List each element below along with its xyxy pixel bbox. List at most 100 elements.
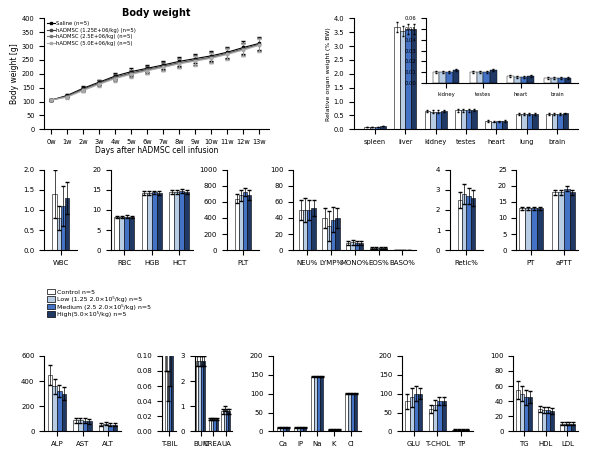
Bar <box>53 194 57 250</box>
Bar <box>364 127 369 129</box>
Bar <box>430 112 435 129</box>
Bar <box>370 248 374 250</box>
X-axis label: Days after hADMSC cell infusion: Days after hADMSC cell infusion <box>95 146 218 156</box>
Bar <box>381 126 386 129</box>
Bar <box>73 420 78 431</box>
Bar <box>375 127 381 129</box>
Bar <box>538 409 542 431</box>
Bar <box>355 243 359 250</box>
Bar <box>405 29 411 129</box>
Bar <box>108 425 113 431</box>
Bar <box>335 218 339 250</box>
Bar <box>280 428 283 431</box>
Bar <box>351 394 354 431</box>
Bar <box>283 428 286 431</box>
Bar <box>307 210 312 250</box>
Bar <box>550 411 553 431</box>
Bar <box>179 191 184 250</box>
Bar <box>457 430 461 431</box>
Bar <box>466 111 471 129</box>
Bar <box>235 199 239 250</box>
Bar <box>152 192 157 250</box>
Bar <box>542 410 546 431</box>
Y-axis label: Body weight [g]: Body weight [g] <box>10 44 19 104</box>
Bar <box>486 121 491 129</box>
Bar <box>531 208 537 250</box>
Bar <box>175 192 179 250</box>
Bar <box>331 219 335 250</box>
Bar <box>560 424 563 431</box>
Bar <box>519 208 525 250</box>
Bar <box>524 397 528 431</box>
Bar <box>169 356 171 431</box>
Bar <box>328 430 331 431</box>
Bar <box>546 114 552 129</box>
Bar <box>461 111 466 129</box>
Bar <box>563 424 568 431</box>
Legend: Control n=5, Low (1.25 2.0×10⁵/kg) n=5, Medium (2.5 2.0×10⁵/kg) n=5, High(5.0×10: Control n=5, Low (1.25 2.0×10⁵/kg) n=5, … <box>47 289 152 317</box>
Y-axis label: Relative organ weight (% BW): Relative organ weight (% BW) <box>326 27 331 121</box>
Bar <box>142 193 147 250</box>
Bar <box>471 110 477 129</box>
Bar <box>348 394 351 431</box>
Bar <box>114 217 119 250</box>
Bar <box>400 31 405 129</box>
Bar <box>337 430 340 431</box>
Bar <box>496 121 502 129</box>
Bar <box>463 194 467 250</box>
Bar <box>314 377 317 431</box>
Bar <box>320 377 323 431</box>
Bar <box>87 421 91 431</box>
Bar <box>297 428 300 431</box>
Bar <box>441 111 447 129</box>
Bar <box>425 111 430 129</box>
Bar <box>61 206 65 250</box>
Bar <box>203 361 205 431</box>
Bar <box>465 430 470 431</box>
Bar <box>569 192 575 250</box>
Bar <box>546 410 550 431</box>
Bar <box>327 226 331 250</box>
Bar <box>224 409 226 431</box>
Bar <box>196 361 198 431</box>
Bar <box>113 425 117 431</box>
Bar <box>562 113 568 129</box>
Bar <box>374 248 379 250</box>
Bar <box>239 196 243 250</box>
Bar <box>411 29 417 129</box>
Legend: Saline (n=5), hADMSC (1.25E+06/kg) (n=5), hADMSC (2.5E+06/kg) (n=5), hADMSC (5.0: Saline (n=5), hADMSC (1.25E+06/kg) (n=5)… <box>47 21 136 46</box>
Bar <box>516 114 521 129</box>
Bar <box>83 421 87 431</box>
Bar <box>317 377 320 431</box>
Bar <box>405 401 409 431</box>
Bar <box>228 411 231 431</box>
Bar <box>226 411 228 431</box>
Bar <box>331 430 334 431</box>
Bar <box>303 210 307 250</box>
Bar <box>129 217 135 250</box>
Bar <box>119 217 124 250</box>
Bar <box>369 127 375 129</box>
Bar <box>209 419 211 431</box>
Bar <box>525 208 531 250</box>
Bar <box>394 27 400 129</box>
Bar <box>552 192 558 250</box>
Bar <box>528 397 532 431</box>
Bar <box>124 217 129 250</box>
Bar <box>429 409 433 431</box>
Bar <box>294 428 297 431</box>
Bar <box>345 394 348 431</box>
Bar <box>383 248 387 250</box>
Bar <box>532 114 537 129</box>
Bar <box>346 243 350 250</box>
Bar <box>184 192 189 250</box>
Bar <box>247 196 251 250</box>
Bar <box>441 401 446 431</box>
Bar <box>311 377 314 431</box>
Bar <box>558 192 563 250</box>
Bar <box>414 394 418 431</box>
Bar <box>354 394 357 431</box>
Bar <box>165 341 167 431</box>
Bar <box>57 391 61 431</box>
Bar <box>48 375 53 431</box>
